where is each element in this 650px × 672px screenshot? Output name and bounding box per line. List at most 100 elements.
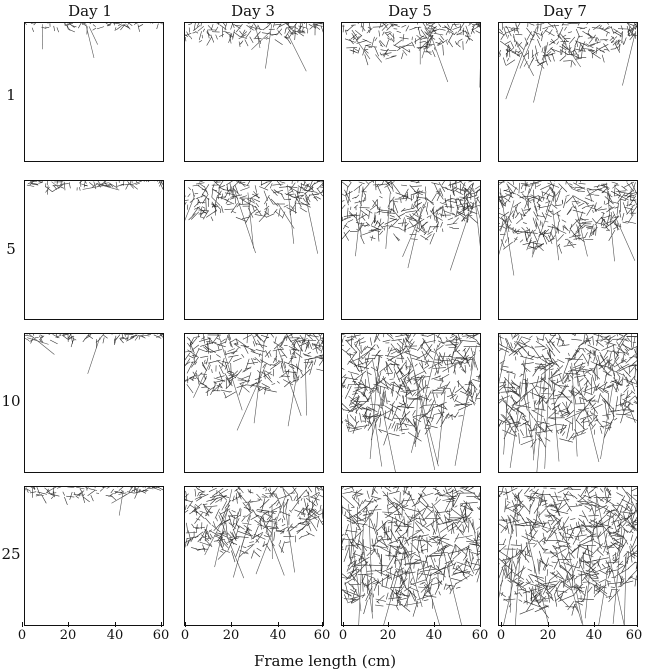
silk-thread [580, 564, 588, 579]
silk-thread [304, 354, 310, 357]
silk-thread [284, 29, 291, 38]
silk-thread [95, 338, 101, 343]
silk-thread [106, 23, 112, 27]
silk-thread [410, 371, 425, 379]
silk-thread [236, 384, 247, 388]
silk-thread [636, 561, 637, 569]
silk-thread [580, 41, 586, 51]
silk-thread [216, 23, 220, 25]
silk-thread [424, 589, 429, 593]
silk-thread [600, 216, 610, 226]
silk-thread [437, 334, 440, 339]
anchor-thread [562, 521, 584, 625]
silk-thread [372, 487, 376, 495]
silk-thread [407, 491, 411, 496]
silk-thread [355, 222, 364, 225]
silk-thread [213, 521, 216, 528]
silk-thread [393, 497, 402, 505]
silk-thread [342, 367, 345, 370]
silk-thread [298, 25, 306, 28]
silk-thread [194, 206, 201, 210]
silk-thread [513, 581, 526, 590]
web-drawing [25, 334, 163, 374]
silk-thread [589, 489, 594, 494]
silk-thread [606, 546, 612, 550]
silk-thread [548, 57, 552, 62]
silk-thread [392, 487, 399, 489]
silk-thread [443, 489, 446, 493]
silk-thread [444, 206, 455, 208]
silk-thread [627, 505, 633, 519]
silk-thread [376, 511, 378, 528]
silk-thread [471, 507, 474, 511]
silk-thread [536, 215, 546, 218]
silk-thread [366, 27, 373, 34]
silk-thread [200, 183, 205, 187]
web-drawing [342, 23, 480, 88]
silk-thread [357, 47, 361, 54]
silk-thread [128, 487, 134, 493]
silk-thread [587, 344, 600, 351]
silk-thread [246, 511, 253, 518]
silk-thread [247, 515, 250, 522]
silk-thread [383, 531, 390, 533]
silk-thread [587, 28, 590, 33]
silk-thread [120, 24, 124, 27]
silk-thread [507, 185, 512, 197]
silk-thread [84, 181, 87, 184]
silk-thread [185, 498, 188, 501]
silk-thread [499, 491, 510, 493]
silk-thread [588, 575, 601, 587]
silk-thread [543, 418, 547, 425]
silk-thread [423, 584, 431, 594]
silk-thread [472, 334, 475, 339]
silk-thread [450, 550, 454, 560]
silk-thread [548, 493, 555, 501]
silk-thread [221, 205, 224, 213]
web-drawing [499, 334, 637, 472]
silk-thread [551, 571, 558, 579]
silk-thread [549, 379, 563, 389]
silk-thread [600, 394, 610, 407]
silk-thread [365, 181, 369, 185]
silk-thread [398, 222, 408, 224]
silk-thread [477, 199, 480, 204]
silk-thread [267, 488, 274, 498]
silk-thread [572, 528, 582, 545]
silk-thread [586, 204, 594, 216]
silk-thread [535, 218, 538, 227]
silk-thread [436, 538, 454, 547]
anchor-thread [253, 339, 265, 424]
silk-thread [627, 25, 631, 36]
anchor-thread [407, 207, 423, 269]
silk-thread [571, 338, 582, 341]
silk-thread [515, 547, 518, 556]
anchor-thread [236, 363, 267, 431]
silk-thread [294, 30, 296, 41]
silk-thread [400, 184, 407, 187]
silk-thread [573, 495, 578, 500]
silk-thread [386, 334, 394, 340]
silk-thread [377, 183, 383, 187]
silk-thread [419, 37, 428, 40]
silk-thread [309, 503, 315, 513]
silk-thread [560, 412, 570, 418]
silk-thread [464, 511, 472, 522]
silk-thread [541, 528, 548, 533]
silk-thread [545, 337, 554, 351]
silk-thread [476, 546, 479, 556]
silk-thread [240, 31, 248, 38]
silk-thread [388, 224, 393, 229]
silk-thread [221, 341, 227, 344]
silk-thread [602, 414, 611, 416]
silk-thread [564, 40, 567, 45]
silk-thread [503, 200, 508, 205]
silk-thread [300, 497, 303, 501]
silk-thread [189, 378, 195, 381]
silk-thread [291, 196, 303, 199]
silk-thread [421, 375, 426, 382]
silk-thread [634, 363, 637, 381]
silk-thread [238, 35, 247, 39]
silk-thread [569, 36, 576, 44]
anchor-thread [287, 337, 304, 427]
